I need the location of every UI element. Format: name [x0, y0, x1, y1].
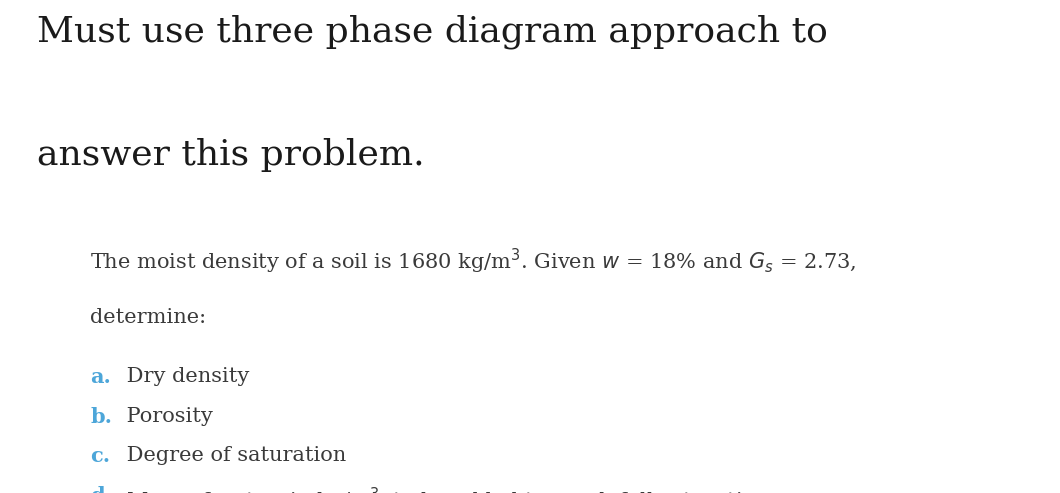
- Text: c.: c.: [90, 446, 110, 466]
- Text: d.: d.: [90, 486, 112, 493]
- Text: The moist density of a soil is 1680 kg/m$^3$. Given $w$ = 18% and $G_s$ = 2.73,: The moist density of a soil is 1680 kg/m…: [90, 246, 856, 276]
- Text: Mass of water, in kg/m$^3$, to be added to reach full saturation: Mass of water, in kg/m$^3$, to be added …: [120, 486, 770, 493]
- Text: Porosity: Porosity: [120, 407, 213, 426]
- Text: Degree of saturation: Degree of saturation: [120, 446, 346, 465]
- Text: a.: a.: [90, 367, 111, 387]
- Text: b.: b.: [90, 407, 112, 427]
- Text: Must use three phase diagram approach to: Must use three phase diagram approach to: [37, 15, 828, 49]
- Text: determine:: determine:: [90, 308, 207, 327]
- Text: answer this problem.: answer this problem.: [37, 138, 425, 172]
- Text: Dry density: Dry density: [120, 367, 249, 387]
